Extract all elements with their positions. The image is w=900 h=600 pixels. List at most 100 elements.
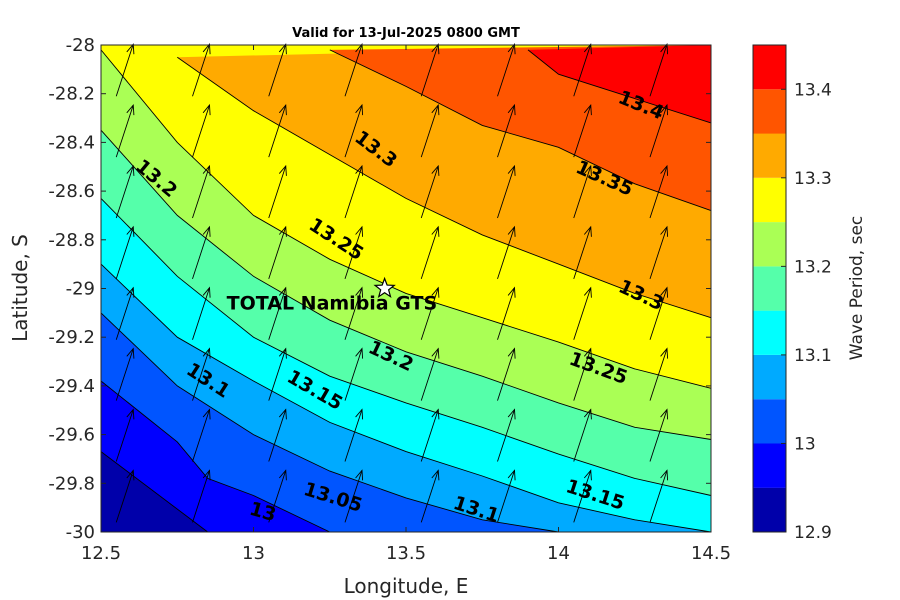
y-tick-label: -28.8 bbox=[48, 230, 95, 251]
x-tick-label: 12.5 bbox=[81, 543, 121, 564]
wave-direction-arrow bbox=[649, 347, 669, 401]
contour-line bbox=[177, 56, 712, 319]
wave-direction-arrow bbox=[115, 469, 135, 523]
wave-direction-arrow bbox=[573, 408, 592, 462]
wave-direction-arrow bbox=[497, 347, 516, 401]
wave-direction-arrow bbox=[268, 103, 287, 158]
wave-direction-arrow bbox=[649, 408, 669, 462]
contour-line bbox=[329, 49, 712, 212]
wave-direction-arrow bbox=[497, 286, 516, 340]
wave-direction-arrow bbox=[497, 408, 516, 462]
wave-direction-arrow bbox=[268, 469, 287, 523]
colorbar-cell bbox=[753, 399, 786, 444]
contour-band-10 bbox=[528, 45, 711, 123]
wave-direction-arrow bbox=[115, 408, 135, 462]
wave-direction-arrow bbox=[344, 347, 364, 401]
wave-direction-arrow bbox=[192, 347, 211, 401]
plot-area: 13.413.3513.313.313.2513.2513.213.213.15… bbox=[100, 43, 712, 533]
wave-direction-arrow bbox=[192, 408, 211, 462]
y-tick-label: -29 bbox=[66, 279, 95, 300]
x-tick-label: 13.5 bbox=[386, 543, 426, 564]
wave-direction-arrow bbox=[192, 43, 211, 97]
y-tick-label: -29.6 bbox=[48, 425, 95, 446]
wave-direction-arrow bbox=[115, 164, 135, 219]
wave-direction-arrow bbox=[573, 225, 592, 279]
y-tick-label: -28 bbox=[66, 35, 95, 56]
wave-direction-arrow bbox=[497, 103, 516, 158]
y-tick-label: -29.8 bbox=[48, 473, 95, 494]
contour-line bbox=[100, 198, 712, 496]
colorbar-cell bbox=[753, 487, 786, 532]
site-label: TOTAL Namibia GTS bbox=[227, 293, 438, 315]
wave-direction-arrow bbox=[573, 469, 592, 523]
colorbar-cell bbox=[753, 443, 786, 488]
colorbar-cell bbox=[753, 354, 786, 400]
wave-direction-arrow bbox=[115, 103, 135, 158]
wave-direction-arrow bbox=[268, 164, 287, 219]
wave-direction-arrow bbox=[573, 347, 592, 401]
y-tick-label: -29.4 bbox=[48, 376, 95, 397]
wave-direction-arrow bbox=[573, 43, 592, 97]
x-axis-label: Longitude, E bbox=[344, 574, 469, 598]
wave-direction-arrow bbox=[649, 469, 669, 523]
wave-direction-arrow bbox=[497, 164, 516, 219]
wave-direction-arrow bbox=[192, 225, 211, 279]
contour-line bbox=[100, 451, 208, 533]
wave-direction-arrow bbox=[497, 225, 516, 279]
wave-direction-arrow bbox=[268, 408, 287, 462]
wave-direction-arrow bbox=[344, 225, 364, 279]
wave-direction-arrow bbox=[497, 469, 516, 523]
x-axis-ticks: 12.5 13 13.5 14 14.5 bbox=[81, 45, 731, 564]
colorbar-tick-label: 13.3 bbox=[794, 169, 832, 189]
wave-direction-arrow bbox=[573, 286, 592, 340]
wave-direction-arrow bbox=[420, 469, 440, 523]
wave-direction-arrow bbox=[344, 103, 364, 158]
wave-direction-arrow bbox=[268, 43, 287, 97]
colorbar-label: Wave Period, sec bbox=[847, 216, 867, 361]
colorbar-cell bbox=[753, 310, 786, 355]
y-tick-label: -29.2 bbox=[48, 327, 95, 348]
colorbar-cell bbox=[753, 177, 786, 223]
y-axis-ticks: -28 -28.2 -28.4 -28.6 -28.8 -29 -29.2 -29.4 -29.… bbox=[48, 35, 711, 543]
contour-lines bbox=[100, 49, 712, 533]
wave-direction-arrow bbox=[420, 286, 440, 340]
y-axis-label: Latitude, S bbox=[8, 234, 32, 342]
wave-direction-arrow bbox=[649, 164, 669, 219]
y-tick-label: -28.6 bbox=[48, 181, 95, 202]
wave-direction-arrow bbox=[420, 347, 440, 401]
wave-direction-arrow bbox=[192, 286, 211, 340]
colorbar-cell bbox=[753, 222, 786, 267]
contour-line bbox=[100, 49, 712, 389]
wave-direction-arrow bbox=[192, 469, 211, 523]
y-tick-label: -28.2 bbox=[48, 84, 95, 105]
contour-fills bbox=[101, 45, 712, 532]
wave-direction-arrow bbox=[268, 286, 287, 340]
wave-direction-arrow bbox=[420, 43, 440, 97]
site-marker: TOTAL Namibia GTS bbox=[227, 276, 438, 315]
y-tick-label: -28.4 bbox=[48, 132, 95, 153]
y-tick-label: -30 bbox=[66, 522, 95, 543]
contour-line bbox=[527, 49, 712, 124]
wave-direction-arrow bbox=[420, 225, 440, 279]
colorbar-ticks: 12.9 13 13.1 13.2 13.3 13.4 bbox=[781, 80, 832, 543]
wave-direction-arrow bbox=[420, 103, 440, 158]
wave-direction-arrow bbox=[573, 164, 592, 219]
x-tick-label: 13 bbox=[242, 543, 265, 564]
colorbar-cell bbox=[753, 133, 786, 178]
chart-title: Valid for 13-Jul-2025 0800 GMT bbox=[292, 26, 520, 41]
wave-direction-arrow bbox=[115, 347, 135, 401]
wave-direction-arrow bbox=[115, 286, 135, 340]
x-tick-label: 14 bbox=[547, 543, 570, 564]
colorbar-tick-label: 13.1 bbox=[794, 346, 832, 366]
wave-direction-arrow bbox=[344, 469, 364, 523]
wave-direction-arrow bbox=[344, 408, 364, 462]
wave-direction-arrow bbox=[268, 347, 287, 401]
site-star-icon bbox=[373, 276, 396, 299]
wave-direction-arrow bbox=[344, 43, 364, 97]
colorbar-tick-label: 12.9 bbox=[794, 523, 832, 543]
wave-direction-arrow bbox=[115, 225, 135, 279]
contour-line bbox=[100, 129, 712, 440]
colorbar-cell bbox=[753, 266, 786, 311]
colorbar-tick-label: 13 bbox=[794, 434, 816, 454]
